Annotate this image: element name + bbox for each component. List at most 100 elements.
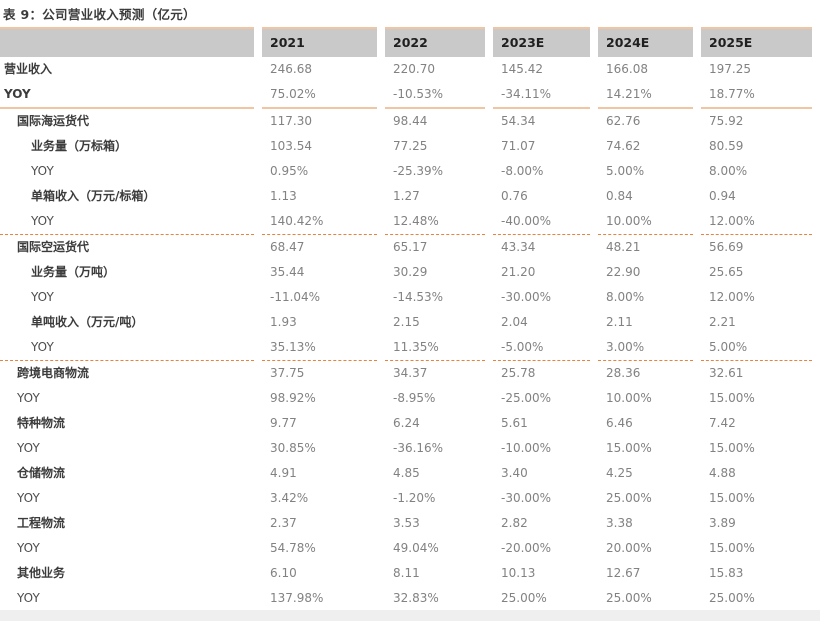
value-cell: 3.00% — [598, 335, 693, 361]
value-cell: 75.02% — [262, 82, 377, 109]
value-cell: -8.95% — [393, 391, 436, 405]
value-cell: 8.11 — [393, 566, 420, 580]
table-row: YOY 98.92% -8.95% -25.00% 10.00% 15.00% — [0, 386, 812, 411]
row-label: YOY — [17, 491, 40, 505]
header-cell-2021: 2021 — [262, 27, 377, 57]
table-row: 特种物流 9.77 6.24 5.61 6.46 7.42 — [0, 411, 812, 436]
value-cell: 15.00% — [709, 541, 755, 555]
value-cell: 25.00% — [598, 586, 693, 613]
value-cell: -36.16% — [393, 441, 444, 455]
value-cell: 137.98% — [262, 586, 377, 613]
value-cell: 4.88 — [709, 466, 736, 480]
value-cell: 246.68 — [270, 62, 312, 76]
value-cell: 3.40 — [501, 466, 528, 480]
value-cell: 98.44 — [393, 114, 428, 128]
value-cell: 71.07 — [501, 139, 536, 153]
value-cell: 12.00% — [701, 209, 812, 235]
value-cell: 0.94 — [709, 189, 736, 203]
value-cell: 32.61 — [709, 366, 744, 380]
table-row: YOY 3.42% -1.20% -30.00% 25.00% 15.00% — [0, 486, 812, 511]
value-cell: 75.92 — [709, 114, 744, 128]
value-cell: 4.25 — [606, 466, 633, 480]
value-cell: 12.67 — [606, 566, 641, 580]
row-label: YOY — [31, 290, 54, 304]
value-cell: -5.00% — [493, 335, 590, 361]
value-cell: 1.13 — [270, 189, 297, 203]
value-cell: 15.83 — [709, 566, 744, 580]
row-label: 业务量（万标箱） — [31, 139, 128, 153]
table-header-row: 2021 2022 2023E 2024E 2025E — [0, 27, 812, 57]
value-cell: 54.34 — [501, 114, 536, 128]
value-cell: 220.70 — [393, 62, 435, 76]
value-cell: 10.13 — [501, 566, 536, 580]
value-cell: -8.00% — [501, 164, 544, 178]
value-cell: 2.82 — [501, 516, 528, 530]
value-cell: 117.30 — [270, 114, 312, 128]
header-cell-2025e: 2025E — [701, 27, 812, 57]
value-cell: 8.00% — [709, 164, 748, 178]
value-cell: 35.44 — [270, 265, 305, 279]
value-cell: 3.89 — [709, 516, 736, 530]
value-cell: -11.04% — [270, 290, 321, 304]
value-cell: 5.00% — [701, 335, 812, 361]
value-cell: 43.34 — [501, 240, 536, 254]
value-cell: 30.29 — [393, 265, 428, 279]
value-cell: 37.75 — [270, 366, 305, 380]
value-cell: 25.65 — [709, 265, 744, 279]
value-cell: -14.53% — [393, 290, 444, 304]
row-label: 国际海运货代 — [17, 114, 90, 128]
row-label: YOY — [0, 209, 254, 235]
value-cell: -10.53% — [385, 82, 485, 109]
value-cell: 10.00% — [598, 209, 693, 235]
value-cell: 6.24 — [393, 416, 420, 430]
value-cell: 2.37 — [270, 516, 297, 530]
value-cell: 166.08 — [606, 62, 648, 76]
value-cell: 22.90 — [606, 265, 641, 279]
value-cell: 21.20 — [501, 265, 536, 279]
value-cell: 145.42 — [501, 62, 543, 76]
value-cell: -25.00% — [501, 391, 552, 405]
table-row: 单吨收入（万元/吨） 1.93 2.15 2.04 2.11 2.21 — [0, 310, 812, 335]
value-cell: 28.36 — [606, 366, 641, 380]
value-cell: 9.77 — [270, 416, 297, 430]
value-cell: 7.42 — [709, 416, 736, 430]
value-cell: 56.69 — [709, 240, 744, 254]
row-label: 特种物流 — [17, 416, 66, 430]
value-cell: 3.42% — [270, 491, 309, 505]
value-cell: 68.47 — [270, 240, 305, 254]
value-cell: 197.25 — [709, 62, 751, 76]
value-cell: 6.10 — [270, 566, 297, 580]
header-cell-2023e: 2023E — [493, 27, 590, 57]
row-label: YOY — [0, 335, 254, 361]
value-cell: -1.20% — [393, 491, 436, 505]
table-row: 单箱收入（万元/标箱） 1.13 1.27 0.76 0.84 0.94 — [0, 184, 812, 209]
value-cell: 2.21 — [709, 315, 736, 329]
table-title: 表 9：公司营业收入预测（亿元） — [3, 7, 196, 22]
row-label: 国际空运货代 — [17, 240, 90, 254]
table-row: 营业收入 246.68 220.70 145.42 166.08 197.25 — [0, 57, 812, 82]
value-cell: -30.00% — [501, 290, 552, 304]
value-cell: 0.95% — [270, 164, 309, 178]
value-cell: 35.13% — [262, 335, 377, 361]
value-cell: 15.00% — [606, 441, 652, 455]
value-cell: 140.42% — [262, 209, 377, 235]
table-row: YOY 35.13% 11.35% -5.00% 3.00% 5.00% — [0, 335, 812, 361]
table-row: 国际空运货代 68.47 65.17 43.34 48.21 56.69 — [0, 235, 812, 260]
value-cell: 48.21 — [606, 240, 641, 254]
row-label: YOY — [17, 391, 40, 405]
value-cell: -10.00% — [501, 441, 552, 455]
row-label: 单吨收入（万元/吨） — [31, 315, 144, 329]
value-cell: 25.00% — [606, 491, 652, 505]
value-cell: 18.77% — [701, 82, 812, 109]
value-cell: 12.00% — [709, 290, 755, 304]
table-row: 其他业务 6.10 8.11 10.13 12.67 15.83 — [0, 561, 812, 586]
value-cell: 98.92% — [270, 391, 316, 405]
value-cell: 3.38 — [606, 516, 633, 530]
table-row: YOY 75.02% -10.53% -34.11% 14.21% 18.77% — [0, 82, 812, 109]
revenue-forecast-table: 2021 2022 2023E 2024E 2025E 营业收入 246.68 22… — [0, 27, 820, 613]
value-cell: 65.17 — [393, 240, 428, 254]
table-row: 国际海运货代 117.30 98.44 54.34 62.76 75.92 — [0, 109, 812, 134]
value-cell: 25.78 — [501, 366, 536, 380]
value-cell: 5.00% — [606, 164, 645, 178]
value-cell: 15.00% — [709, 391, 755, 405]
